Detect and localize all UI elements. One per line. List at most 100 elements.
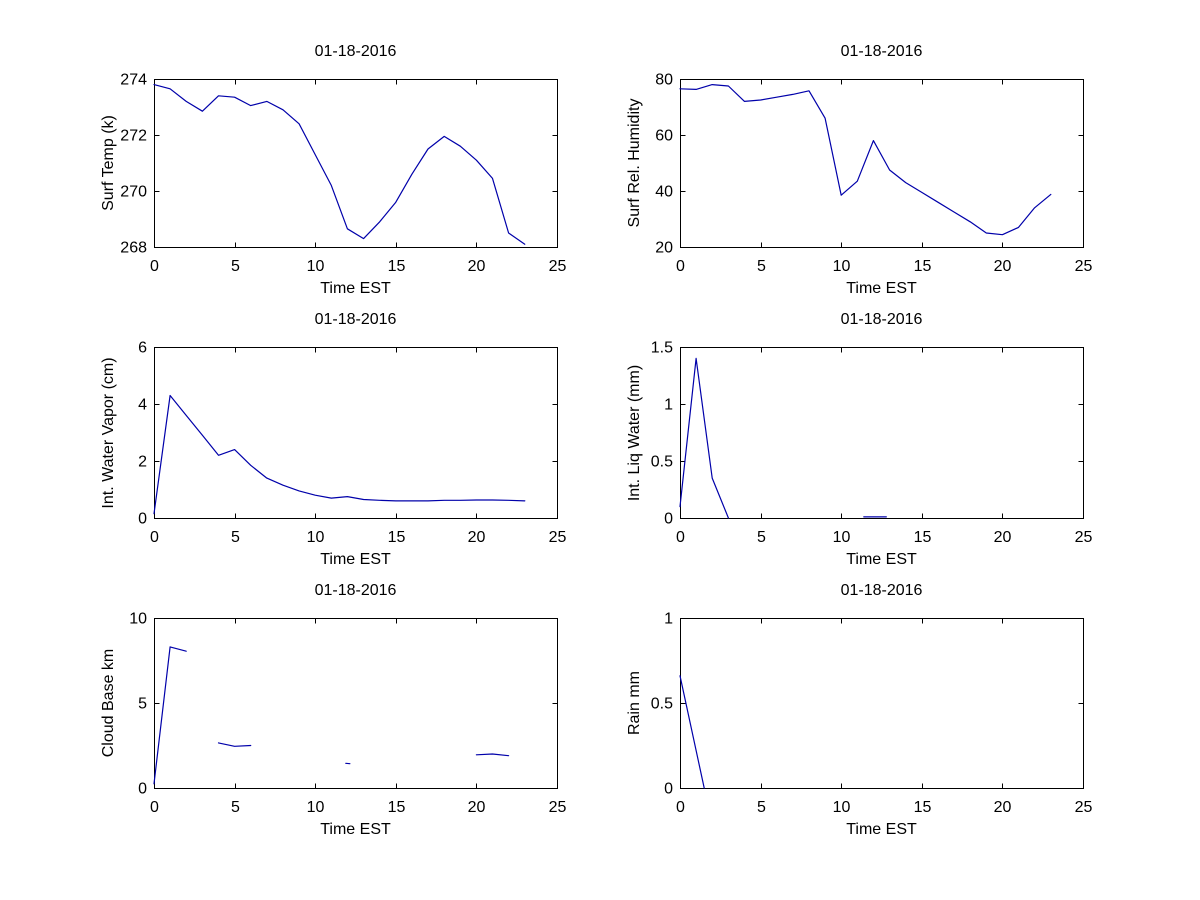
chart-title: 01-18-2016 [314, 582, 397, 599]
y-tick-label: 0 [664, 511, 673, 528]
y-tick-label: 1 [664, 611, 673, 628]
x-tick-label: 5 [231, 529, 240, 546]
y-tick-label: 40 [655, 184, 673, 201]
subplot-int-liq-water: 0 5 10 15 20 25 0 0.5 1 1.5 01-18-2016 Int. Liq W… [605, 307, 1118, 573]
x-tick-label: 20 [994, 529, 1012, 546]
x-tick-label: 25 [549, 258, 567, 275]
y-axis-label: Surf Temp (k) [100, 115, 117, 211]
x-tick-label: 25 [1075, 529, 1093, 546]
x-tick-label: 15 [388, 529, 406, 546]
x-axis-label: Time EST [320, 821, 391, 838]
rain-amount-line [679, 675, 705, 789]
y-tick-label: 0.5 [651, 696, 673, 713]
y-tick-label: 0 [138, 511, 147, 528]
x-tick-label: 0 [150, 258, 159, 275]
x-tick-label: 15 [914, 799, 932, 816]
y-tick-label: 274 [120, 72, 147, 89]
x-tick-label: 10 [307, 529, 325, 546]
x-tick-label: 5 [757, 799, 766, 816]
surface-relative-humidity-line [679, 83, 1052, 236]
x-tick-label: 0 [676, 799, 685, 816]
y-tick-label: 80 [655, 72, 673, 89]
y-tick-label: 5 [138, 696, 147, 713]
y-tick-label: 20 [655, 240, 673, 257]
liquid-water-plot-canvas: 0 5 10 15 20 25 0 0.5 1 1.5 [651, 340, 1093, 547]
x-tick-label: 10 [307, 799, 325, 816]
x-tick-label: 10 [307, 258, 325, 275]
x-tick-label: 5 [757, 258, 766, 275]
axes-box [680, 347, 1084, 519]
axes-box [680, 79, 1084, 248]
cloud-base-height-line [153, 646, 187, 785]
x-tick-label: 20 [994, 799, 1012, 816]
cloud-base-height-line [217, 742, 252, 747]
axes-box [680, 618, 1084, 789]
surf-temp-plot-canvas: 0 5 10 15 20 25 268 270 272 274 [120, 72, 567, 276]
x-tick-label: 10 [833, 799, 851, 816]
y-tick-label: 10 [129, 611, 147, 628]
x-tick-label: 15 [388, 799, 406, 816]
x-tick-label: 25 [549, 529, 567, 546]
chart-title: 01-18-2016 [314, 311, 397, 328]
axes-box [154, 618, 558, 789]
y-tick-label: 60 [655, 128, 673, 145]
x-tick-label: 0 [676, 258, 685, 275]
y-axis-label: Cloud Base km [100, 648, 117, 758]
subplot-rain: 0 5 10 15 20 25 0 0.5 1 01-18-2016 Rain mm Time … [605, 578, 1118, 843]
chart-title: 01-18-2016 [840, 311, 923, 328]
x-tick-label: 25 [1075, 799, 1093, 816]
y-tick-label: 1 [664, 397, 673, 414]
y-tick-label: 6 [138, 340, 147, 357]
chart-title: 01-18-2016 [840, 582, 923, 599]
y-tick-label: 4 [138, 397, 147, 414]
y-tick-label: 0 [138, 781, 147, 798]
y-tick-label: 268 [120, 240, 147, 257]
integrated-water-vapor-line [153, 394, 526, 515]
chart-title: 01-18-2016 [314, 43, 397, 60]
subplot-cloud-base: 0 5 10 15 20 25 0 5 10 01-18-2016 Cloud Base km … [79, 578, 592, 843]
x-tick-label: 5 [231, 258, 240, 275]
axes-box [154, 347, 558, 519]
subplot-surf-rel-humidity: 0 5 10 15 20 25 20 40 60 80 01-18-2016 Surf Rel. … [605, 39, 1118, 302]
x-tick-label: 15 [914, 529, 932, 546]
x-tick-label: 20 [994, 258, 1012, 275]
y-tick-label: 0.5 [651, 454, 673, 471]
y-tick-label: 272 [120, 128, 147, 145]
humidity-plot-canvas: 0 5 10 15 20 25 20 40 60 80 [655, 72, 1093, 276]
cloud-base-height-line [475, 753, 510, 757]
x-tick-label: 15 [388, 258, 406, 275]
x-tick-label: 20 [468, 799, 486, 816]
y-axis-label: Rain mm [626, 671, 643, 736]
y-tick-label: 270 [120, 184, 147, 201]
x-tick-label: 25 [1075, 258, 1093, 275]
x-tick-label: 0 [676, 529, 685, 546]
subplot-int-water-vapor: 0 5 10 15 20 25 0 2 4 6 01-18-2016 Int. Water Vap… [79, 307, 592, 573]
x-tick-label: 10 [833, 258, 851, 275]
x-axis-label: Time EST [320, 280, 391, 297]
x-axis-label: Time EST [320, 551, 391, 568]
x-tick-label: 25 [549, 799, 567, 816]
x-axis-label: Time EST [846, 551, 917, 568]
x-tick-label: 5 [757, 529, 766, 546]
x-tick-label: 0 [150, 529, 159, 546]
y-tick-label: 0 [664, 781, 673, 798]
subplot-surf-temp: 0 5 10 15 20 25 268 270 272 274 01-18-2016 Surf T… [79, 39, 592, 302]
x-axis-label: Time EST [846, 821, 917, 838]
y-axis-label: Int. Liq Water (mm) [626, 364, 643, 501]
rain-plot-canvas: 0 5 10 15 20 25 0 0.5 1 [651, 611, 1093, 817]
axes-box [154, 79, 558, 248]
y-axis-label: Int. Water Vapor (cm) [100, 356, 117, 509]
x-tick-label: 20 [468, 258, 486, 275]
chart-title: 01-18-2016 [840, 43, 923, 60]
x-axis-label: Time EST [846, 280, 917, 297]
x-tick-label: 0 [150, 799, 159, 816]
x-tick-label: 5 [231, 799, 240, 816]
integrated-liquid-water-line [679, 357, 730, 519]
surface-temperature-line [153, 83, 526, 245]
cloud-base-plot-canvas: 0 5 10 15 20 25 0 5 10 [129, 611, 567, 817]
x-tick-label: 10 [833, 529, 851, 546]
y-axis-label: Surf Rel. Humidity [626, 98, 643, 228]
y-tick-label: 1.5 [651, 340, 673, 357]
x-tick-label: 15 [914, 258, 932, 275]
